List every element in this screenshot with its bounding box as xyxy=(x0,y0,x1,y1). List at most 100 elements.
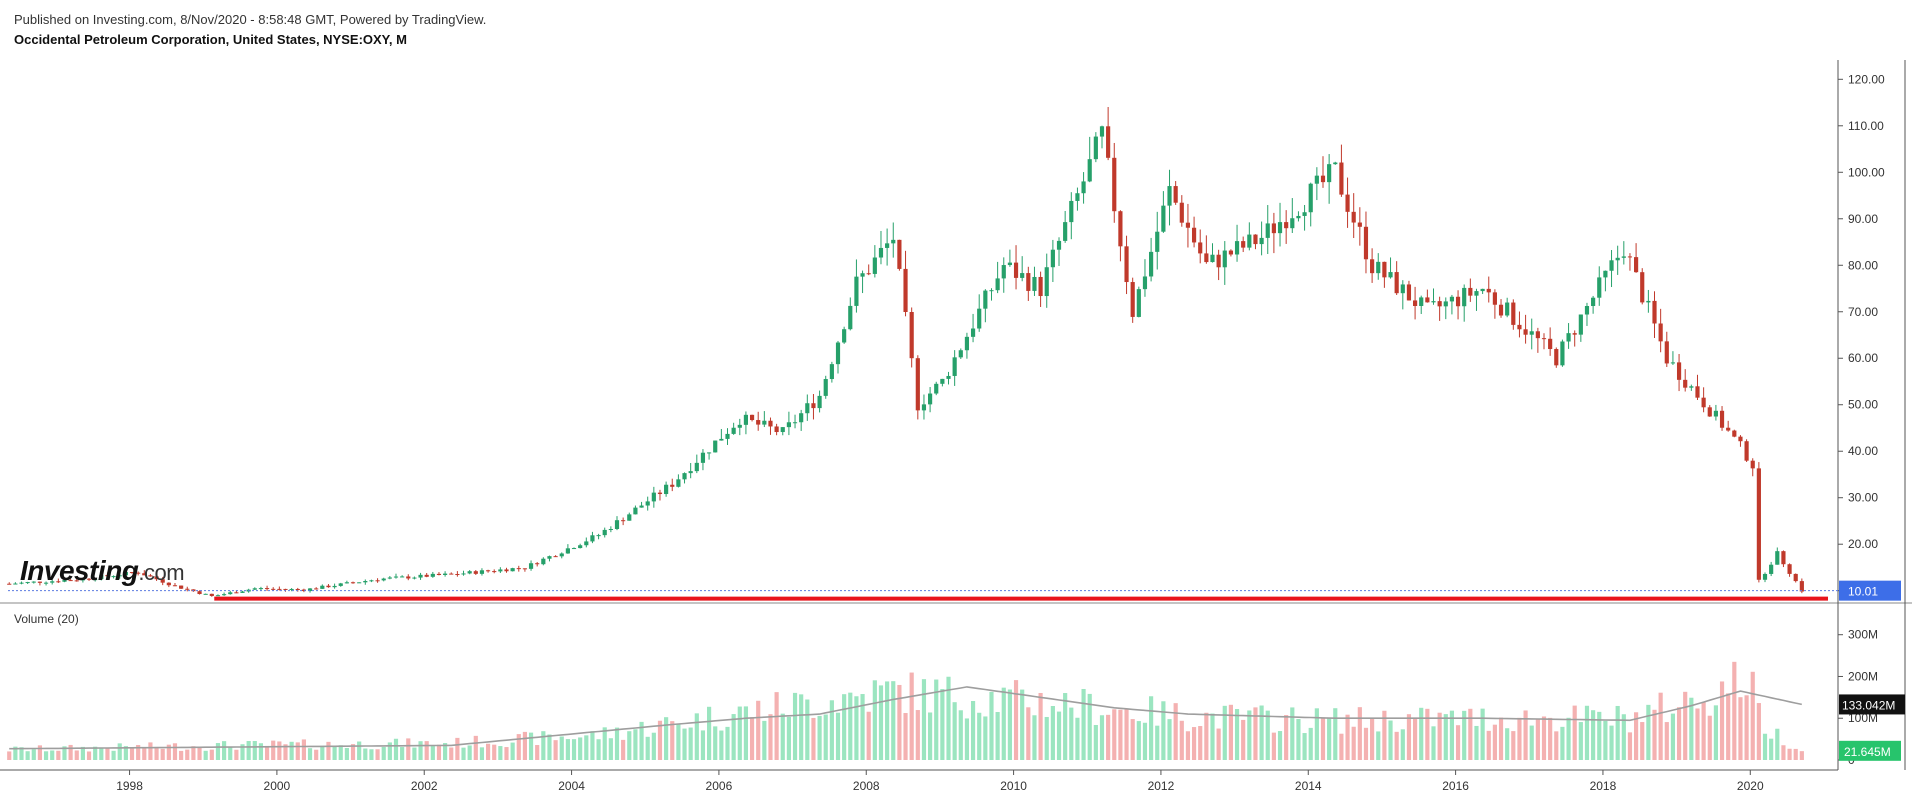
candle-body xyxy=(50,581,55,583)
candle-body xyxy=(842,329,847,343)
volume-bar xyxy=(921,679,927,760)
volume-bar xyxy=(129,748,135,760)
volume-bar xyxy=(1247,710,1252,760)
volume-bar xyxy=(940,689,945,760)
candle-body xyxy=(1431,301,1436,303)
volume-bar xyxy=(1161,701,1166,760)
candle-body xyxy=(1032,276,1037,291)
candle-body xyxy=(872,257,877,274)
volume-bar xyxy=(1370,718,1375,760)
volume-bar xyxy=(387,742,392,760)
volume-bar xyxy=(1762,733,1768,760)
candle-body xyxy=(1449,296,1455,302)
volume-bar xyxy=(1769,738,1774,760)
volume-bar xyxy=(1621,714,1626,760)
volume-bar xyxy=(50,750,55,760)
volume-bar xyxy=(1136,721,1141,760)
volume-bar xyxy=(571,739,577,760)
last-price-label: 10.01 xyxy=(1848,585,1878,599)
volume-bar xyxy=(535,745,540,760)
candle-body xyxy=(1554,349,1559,366)
candle-body xyxy=(860,273,865,277)
volume-bar xyxy=(559,736,564,760)
candle-body xyxy=(1020,273,1025,278)
volume-bar xyxy=(1554,731,1559,760)
volume-bar xyxy=(1511,731,1516,760)
candle-body xyxy=(1762,573,1768,580)
volume-bar xyxy=(209,749,214,760)
volume-bar xyxy=(1351,726,1356,760)
volume-bar xyxy=(320,745,325,760)
candle-body xyxy=(725,433,730,439)
candle-body xyxy=(1443,301,1448,307)
volume-ma-tag xyxy=(1839,694,1905,715)
candle-body xyxy=(228,592,233,595)
candle-body xyxy=(578,545,583,549)
candle-body xyxy=(547,556,552,559)
volume-bar xyxy=(1560,726,1565,760)
candle-body xyxy=(1106,126,1111,158)
candle-body xyxy=(1474,291,1479,296)
volume-bar xyxy=(1038,692,1043,760)
candle-body xyxy=(596,535,601,537)
volume-bar xyxy=(314,749,319,760)
volume-bar xyxy=(240,744,245,760)
volume-bar xyxy=(1406,714,1412,760)
time-tick-label: 1998 xyxy=(116,779,143,793)
volume-bar xyxy=(1529,725,1534,760)
volume-bar xyxy=(1290,707,1295,760)
time-tick-label: 2002 xyxy=(411,779,438,793)
candle-body xyxy=(1241,241,1246,248)
volume-bar xyxy=(455,737,460,760)
volume-bar xyxy=(1007,689,1012,760)
candle-body xyxy=(682,473,687,480)
volume-bar xyxy=(485,743,491,760)
volume-bar xyxy=(1517,717,1522,760)
candle-body xyxy=(1136,289,1141,317)
candle-body xyxy=(608,529,613,531)
volume-bar xyxy=(191,746,196,760)
volume-bar xyxy=(1548,717,1553,760)
volume-bar xyxy=(1443,714,1448,760)
candle-body xyxy=(1634,257,1639,273)
volume-bar xyxy=(1234,709,1240,760)
candle-body xyxy=(1376,261,1381,274)
volume-bar xyxy=(1259,705,1264,760)
candle-body xyxy=(823,379,828,396)
candle-body xyxy=(62,580,67,582)
volume-bar xyxy=(1363,727,1369,760)
volume-bar xyxy=(774,692,779,760)
volume-bar xyxy=(277,741,282,760)
candle-body xyxy=(1370,259,1375,274)
volume-bar xyxy=(1400,729,1405,760)
investing-logo: Investing.com xyxy=(20,555,185,586)
volume-bar xyxy=(1142,722,1148,760)
volume-bar xyxy=(676,723,681,760)
candle-body xyxy=(166,582,171,586)
candle-body xyxy=(651,492,656,502)
volume-bar xyxy=(338,745,343,760)
volume-bar xyxy=(645,736,650,760)
volume-bar xyxy=(105,748,110,760)
volume-bar xyxy=(970,701,976,760)
candle-body xyxy=(805,403,810,414)
volume-bar xyxy=(1566,717,1571,760)
candle-body xyxy=(479,570,485,574)
volume-bar xyxy=(1327,717,1332,760)
candle-body xyxy=(743,414,749,425)
candle-body xyxy=(93,579,98,581)
volume-bar xyxy=(1431,726,1436,760)
volume-bar xyxy=(1462,710,1467,760)
volume-bar xyxy=(295,742,300,760)
volume-bar xyxy=(215,743,221,760)
candle-body xyxy=(1781,551,1786,565)
candle-body xyxy=(1087,159,1092,182)
volume-bar xyxy=(737,706,742,760)
price-tick-label: 90.00 xyxy=(1848,212,1878,226)
volume-bar xyxy=(878,685,884,760)
volume-bar xyxy=(885,681,890,760)
volume-bar xyxy=(1001,687,1006,760)
volume-bar xyxy=(400,747,405,760)
volume-bar xyxy=(19,747,24,760)
volume-bar xyxy=(1167,719,1172,760)
